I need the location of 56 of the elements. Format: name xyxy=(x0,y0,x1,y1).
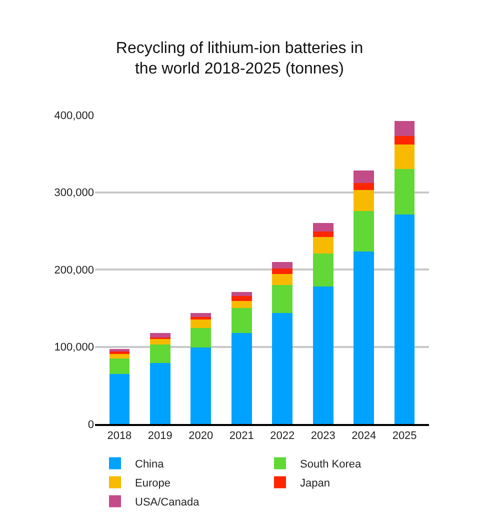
bar xyxy=(272,268,293,274)
bar xyxy=(109,374,130,424)
bar xyxy=(312,237,334,254)
legend-label: Europe xyxy=(135,478,170,490)
legend-label: Japan xyxy=(300,478,330,490)
bar xyxy=(150,338,170,344)
legend-label: South Korea xyxy=(300,458,362,471)
bar xyxy=(394,136,415,144)
bar xyxy=(190,328,212,348)
bar xyxy=(272,312,293,424)
bar xyxy=(150,362,170,424)
bar xyxy=(312,253,334,286)
bar xyxy=(190,348,212,424)
bar xyxy=(394,120,415,136)
bar xyxy=(272,284,293,313)
x-tick-label: 2020 xyxy=(188,430,214,442)
x-tick-label: 2024 xyxy=(352,430,376,442)
bar xyxy=(231,332,252,424)
bar xyxy=(272,262,293,269)
x-tick-label: 2023 xyxy=(310,430,336,442)
y-tick-label: 300,000 xyxy=(54,187,94,200)
bar xyxy=(394,144,415,170)
x-tick-label: 2019 xyxy=(148,430,172,442)
chart-title: Recycling of lithium-ion batteries in the world 2018-2025 (tonnes) xyxy=(116,40,364,78)
bar xyxy=(231,301,252,308)
bar xyxy=(231,292,252,296)
y-tick-label: 200,000 xyxy=(54,264,94,276)
bar xyxy=(190,313,212,318)
bar xyxy=(231,308,252,333)
bar xyxy=(150,344,170,363)
bar xyxy=(272,274,293,285)
bar xyxy=(109,351,130,354)
bar xyxy=(354,190,374,211)
bar xyxy=(190,320,212,328)
x-tick-label: 2021 xyxy=(229,430,254,442)
y-tick-label: 400,000 xyxy=(54,110,94,122)
bar xyxy=(312,286,334,424)
bar xyxy=(354,252,374,424)
legend-label: China xyxy=(135,458,165,471)
bar xyxy=(231,296,252,302)
bar xyxy=(150,333,170,338)
bar xyxy=(354,210,374,252)
bar xyxy=(109,358,130,374)
bar xyxy=(354,182,374,190)
bar xyxy=(312,222,334,232)
bar xyxy=(312,232,334,238)
bar xyxy=(190,317,212,320)
legend-label: USA/Canada xyxy=(135,496,200,509)
y-tick-label: 100,000 xyxy=(54,342,94,354)
x-tick-label: 2018 xyxy=(107,430,132,442)
bar xyxy=(394,214,415,424)
x-tick-label: 2025 xyxy=(392,430,417,442)
bar xyxy=(394,169,415,215)
bar xyxy=(354,170,374,183)
x-tick-label: 2022 xyxy=(270,430,295,442)
y-tick-label: 0 xyxy=(88,418,94,431)
